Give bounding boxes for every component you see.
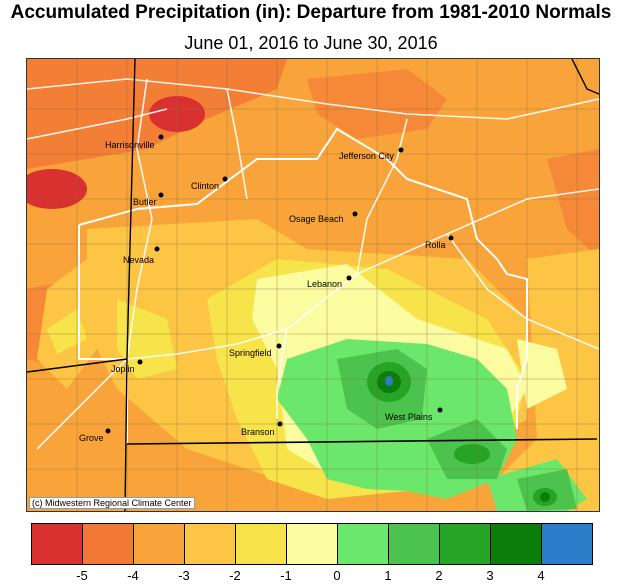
zone-dark-green-south <box>454 444 490 464</box>
city-markers: Harrisonville Jefferson City Clinton But… <box>79 134 454 443</box>
city-label-springfield: Springfield <box>229 348 272 358</box>
city-dot-osage-beach <box>352 211 358 217</box>
city-dot-nevada <box>154 246 160 252</box>
border-line-vertical <box>124 59 136 511</box>
city-dot-clinton <box>222 176 228 182</box>
city-label-lebanon: Lebanon <box>307 279 342 289</box>
legend-tick-label: 2 <box>435 568 443 583</box>
city-label-clinton: Clinton <box>191 181 219 191</box>
legend-swatch <box>236 524 287 564</box>
precipitation-map: Harrisonville Jefferson City Clinton But… <box>26 58 600 512</box>
legend-tick-label: 3 <box>486 568 494 583</box>
city-dot-lebanon <box>346 275 352 281</box>
city-dot-butler <box>158 192 164 198</box>
legend-swatch <box>134 524 185 564</box>
city-label-branson: Branson <box>241 427 275 437</box>
city-dot-harrisonville <box>158 134 164 140</box>
city-dot-branson <box>277 421 283 427</box>
legend-swatch <box>32 524 83 564</box>
zone-east-orange <box>547 149 599 259</box>
legend-tick-label: -1 <box>280 568 292 583</box>
credit-label: (c) Midwestern Regional Climate Center <box>29 497 195 509</box>
legend-tick-label: -3 <box>178 568 190 583</box>
map-subtitle: June 01, 2016 to June 30, 2016 <box>184 33 438 53</box>
highways <box>27 78 599 450</box>
zone-blue <box>385 376 393 386</box>
legend-swatch <box>83 524 134 564</box>
legend-tick-label: -5 <box>76 568 88 583</box>
city-label-grove: Grove <box>79 433 104 443</box>
city-label-jefferson-city: Jefferson City <box>339 151 394 161</box>
zone-darkest-green-southeast <box>540 492 550 502</box>
city-label-rolla: Rolla <box>425 240 446 250</box>
city-dot-joplin <box>137 359 143 365</box>
legend-swatch <box>185 524 236 564</box>
legend-swatch <box>389 524 440 564</box>
city-dot-jefferson-city <box>398 147 404 153</box>
city-label-harrisonville: Harrisonville <box>105 140 155 150</box>
city-label-butler: Butler <box>133 197 157 207</box>
legend-tick-label: 1 <box>384 568 392 583</box>
map-svg: Harrisonville Jefferson City Clinton But… <box>27 59 599 511</box>
city-label-osage-beach: Osage Beach <box>289 214 344 224</box>
city-label-west-plains: West Plains <box>385 412 433 422</box>
legend-tick-label: -4 <box>127 568 139 583</box>
city-label-joplin: Joplin <box>111 364 135 374</box>
city-dot-springfield <box>276 343 282 349</box>
city-dot-west-plains <box>437 407 443 413</box>
color-legend <box>31 523 593 565</box>
city-dot-grove <box>105 428 111 434</box>
map-title: Accumulated Precipitation (in): Departur… <box>10 2 612 23</box>
legend-swatch <box>338 524 389 564</box>
border-line-south <box>126 438 598 445</box>
legend-swatch <box>491 524 542 564</box>
border-line-west <box>27 358 128 373</box>
legend-swatch <box>287 524 338 564</box>
border-line-northeast <box>571 59 599 95</box>
legend-tick-label: 4 <box>537 568 545 583</box>
legend-tick-label: -2 <box>229 568 241 583</box>
city-label-nevada: Nevada <box>123 255 154 265</box>
legend-swatch <box>542 524 592 564</box>
zone-pale-yellow-east <box>517 339 567 409</box>
legend-swatch <box>440 524 491 564</box>
city-dot-rolla <box>448 235 454 241</box>
legend-tick-label: 0 <box>333 568 341 583</box>
